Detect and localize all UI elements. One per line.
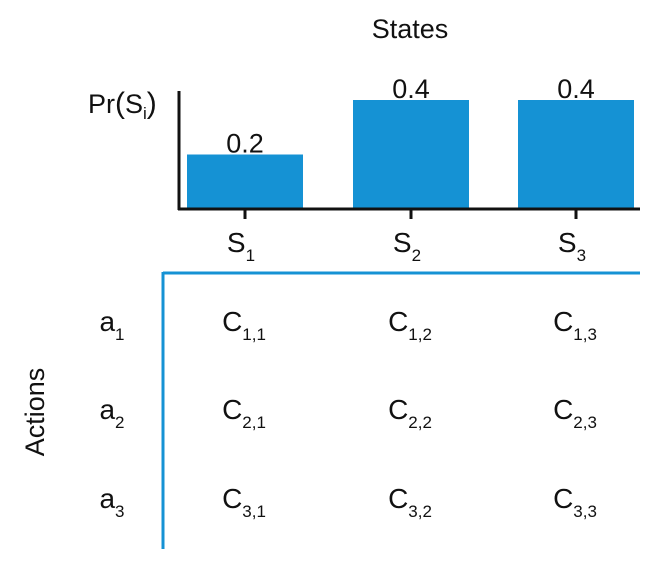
cell-c-1-3-base: C: [553, 306, 573, 337]
cell-c-1-1-sub: 1,1: [242, 325, 266, 344]
cell-c-3-3-base: C: [553, 483, 573, 514]
x-tick-label-3-base: S: [558, 227, 577, 258]
bar-3: [518, 100, 634, 209]
y-axis-label-sub: i: [143, 104, 147, 123]
chart-title: States: [372, 14, 449, 44]
y-axis-label: Pr(Si): [88, 87, 157, 123]
cell-c-1-2-base: C: [388, 306, 408, 337]
row-label-a1-sub: 1: [115, 325, 124, 344]
cell-c-1-3-sub: 1,3: [573, 325, 597, 344]
cell-c-3-2: C3,2: [388, 483, 432, 521]
cell-c-3-2-base: C: [388, 483, 408, 514]
row-label-a1-base: a: [99, 306, 115, 337]
bar-1: [187, 154, 303, 209]
x-tick-label-2: S2: [393, 227, 421, 265]
row-label-a3-base: a: [99, 483, 115, 514]
cell-c-2-2-sub: 2,2: [408, 413, 432, 432]
cell-c-2-3: C2,3: [553, 394, 597, 432]
cell-c-1-2: C1,2: [388, 306, 432, 344]
cell-c-2-3-base: C: [553, 394, 573, 425]
x-tick-label-1: S1: [227, 227, 255, 265]
y-axis-label-open: (: [115, 87, 125, 120]
bar-value-label-2: 0.4: [392, 74, 430, 104]
x-tick-label-1-sub: 1: [246, 246, 255, 265]
bar-value-label-3: 0.4: [557, 74, 595, 104]
row-label-a2-sub: 2: [115, 413, 124, 432]
cell-c-3-1: C3,1: [222, 483, 266, 521]
cell-c-2-3-sub: 2,3: [573, 413, 597, 432]
row-label-a2-base: a: [99, 394, 115, 425]
x-tick-label-3-sub: 3: [577, 246, 586, 265]
x-tick-label-2-sub: 2: [412, 246, 421, 265]
y-axis-label-var: S: [125, 89, 143, 119]
row-label-a2: a2: [99, 394, 124, 432]
y-axis-label-close: ): [147, 87, 157, 120]
row-axis-label: Actions: [20, 368, 50, 457]
cell-c-1-2-sub: 1,2: [408, 325, 432, 344]
cell-c-2-1-base: C: [222, 394, 242, 425]
cell-c-1-3: C1,3: [553, 306, 597, 344]
cell-c-3-1-sub: 3,1: [242, 502, 266, 521]
x-tick-label-2-base: S: [393, 227, 412, 258]
row-label-a1: a1: [99, 306, 124, 344]
cell-c-2-1: C2,1: [222, 394, 266, 432]
bar-2: [353, 100, 469, 209]
y-axis-label-base: Pr: [88, 89, 115, 119]
row-label-a3-sub: 3: [115, 502, 124, 521]
cell-c-1-1: C1,1: [222, 306, 266, 344]
bar-value-label-1: 0.2: [226, 129, 264, 159]
cell-c-2-1-sub: 2,1: [242, 413, 266, 432]
cell-c-2-2: C2,2: [388, 394, 432, 432]
cell-c-3-3-sub: 3,3: [573, 502, 597, 521]
row-label-a3: a3: [99, 483, 124, 521]
cell-c-1-1-base: C: [222, 306, 242, 337]
cell-c-2-2-base: C: [388, 394, 408, 425]
cell-c-3-2-sub: 3,2: [408, 502, 432, 521]
cell-c-3-3: C3,3: [553, 483, 597, 521]
x-tick-label-1-base: S: [227, 227, 246, 258]
cell-c-3-1-base: C: [222, 483, 242, 514]
x-tick-label-3: S3: [558, 227, 586, 265]
